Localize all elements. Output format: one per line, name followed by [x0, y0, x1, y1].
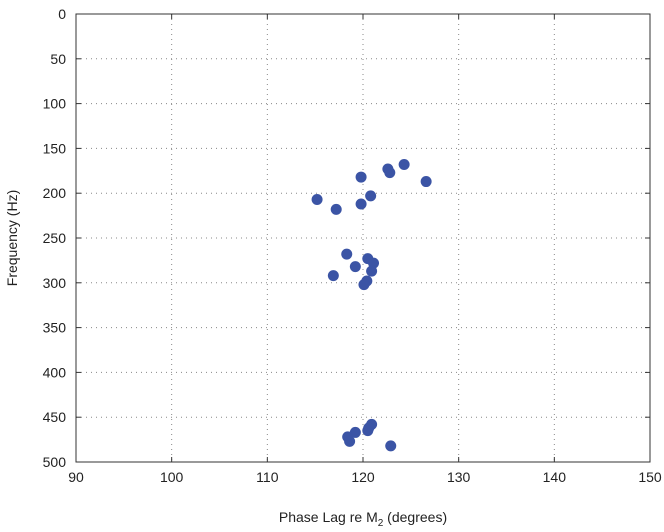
data-point — [330, 203, 342, 215]
y-axis-label: Frequency (Hz) — [4, 190, 20, 286]
y-tick-label: 0 — [58, 6, 66, 22]
data-point — [311, 193, 323, 205]
data-point — [420, 176, 432, 188]
grid-lines — [76, 14, 650, 462]
y-axis-ticks: 0 50 100 150 200 250 300 350 400 450 500 — [43, 6, 650, 470]
y-tick-label: 200 — [43, 185, 67, 201]
data-points — [311, 159, 432, 452]
data-point — [384, 167, 396, 179]
data-point — [358, 279, 370, 291]
data-point — [355, 198, 367, 210]
data-point — [398, 159, 410, 171]
y-tick-label: 500 — [43, 454, 67, 470]
data-point — [327, 270, 339, 282]
data-point — [341, 248, 353, 260]
x-tick-label: 90 — [68, 469, 84, 485]
x-tick-label: 130 — [447, 469, 471, 485]
data-point — [355, 171, 367, 183]
x-tick-label: 100 — [160, 469, 184, 485]
data-point — [362, 425, 374, 437]
y-tick-label: 250 — [43, 230, 67, 246]
data-point — [366, 265, 378, 277]
y-tick-label: 450 — [43, 409, 67, 425]
data-point — [344, 435, 356, 447]
x-tick-label: 150 — [638, 469, 662, 485]
data-point — [385, 440, 397, 452]
data-point — [365, 190, 377, 202]
y-tick-label: 50 — [50, 51, 66, 67]
y-tick-label: 350 — [43, 320, 67, 336]
y-tick-label: 300 — [43, 275, 67, 291]
data-point — [349, 261, 361, 273]
x-tick-label: 140 — [543, 469, 567, 485]
y-tick-label: 100 — [43, 96, 67, 112]
x-axis-label: Phase Lag re M2 (degrees) — [279, 509, 447, 529]
x-tick-label: 120 — [351, 469, 375, 485]
y-tick-label: 400 — [43, 364, 67, 380]
x-axis-label-main: Phase Lag re M — [279, 509, 378, 525]
x-axis-ticks: 90 100 110 120 130 140 150 — [68, 14, 662, 485]
x-axis-label-subscript: 2 — [378, 518, 384, 529]
plot-frame — [75, 13, 651, 463]
y-tick-label: 150 — [43, 140, 67, 156]
x-axis-label-suffix: (degrees) — [383, 509, 447, 525]
x-tick-label: 110 — [256, 469, 279, 485]
